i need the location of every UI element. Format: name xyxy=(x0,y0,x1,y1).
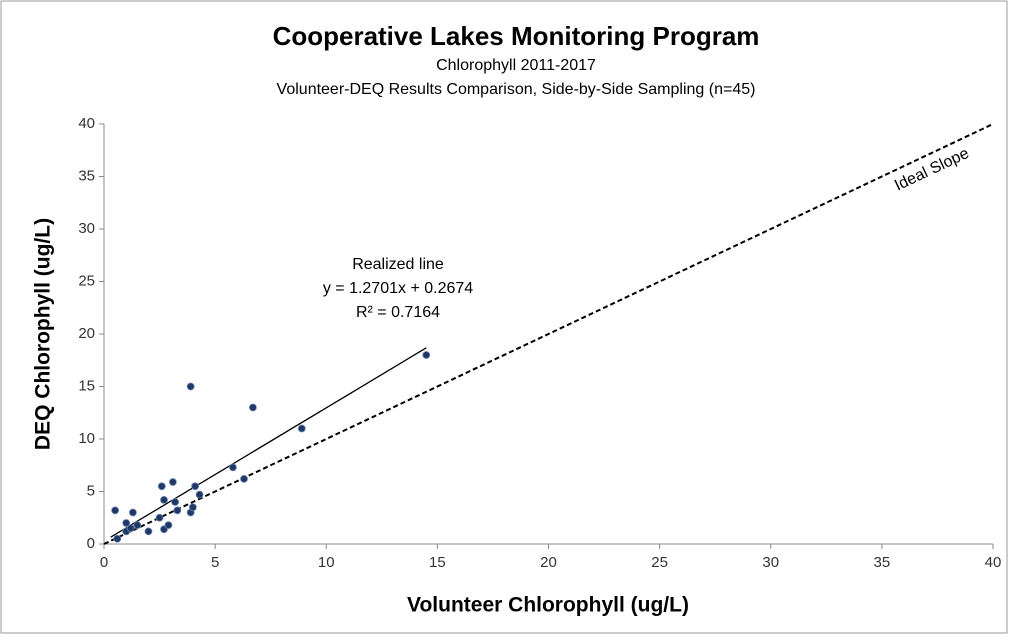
y-tick-label: 35 xyxy=(78,167,95,184)
point xyxy=(188,503,197,512)
x-axis-label: Volunteer Chlorophyll (ug/L) xyxy=(407,594,689,617)
point xyxy=(195,490,204,499)
y-axis-label: DEQ Chlorophyll (ug/L) xyxy=(32,218,55,450)
point xyxy=(113,534,122,543)
y-tick-label: 10 xyxy=(78,430,95,447)
point xyxy=(128,508,137,517)
annotation: R² = 0.7164 xyxy=(356,304,440,321)
chart-subtitle: Chlorophyll 2011-2017 xyxy=(436,57,596,74)
chart-title: Cooperative Lakes Monitoring Program xyxy=(273,21,760,51)
y-tick-label: 5 xyxy=(87,482,95,499)
x-tick-label: 25 xyxy=(651,554,668,571)
y-tick-label: 0 xyxy=(87,535,95,552)
x-tick-label: 10 xyxy=(318,554,335,571)
chart-subtitle: Volunteer-DEQ Results Comparison, Side-b… xyxy=(277,81,756,98)
point xyxy=(191,482,200,491)
trend-line xyxy=(103,123,994,545)
point xyxy=(155,513,164,522)
point xyxy=(160,495,168,504)
point xyxy=(144,527,153,536)
point xyxy=(122,519,131,527)
point xyxy=(422,351,431,359)
point xyxy=(133,521,142,529)
point xyxy=(171,498,180,506)
x-tick-label: 20 xyxy=(540,554,557,571)
x-tick-label: 35 xyxy=(874,554,891,571)
y-tick-label: 40 xyxy=(78,115,95,132)
point xyxy=(240,474,248,483)
x-tick-label: 30 xyxy=(762,554,779,571)
y-tick-label: 20 xyxy=(78,325,95,342)
point xyxy=(186,382,195,391)
trend-line xyxy=(110,347,427,538)
point xyxy=(173,506,182,515)
x-tick-label: 5 xyxy=(211,554,219,571)
point xyxy=(164,521,173,529)
point xyxy=(126,524,135,533)
point xyxy=(297,424,306,433)
x-tick-label: 0 xyxy=(100,554,108,571)
point xyxy=(249,403,257,412)
y-tick-label: 25 xyxy=(78,272,95,289)
x-tick-label: 15 xyxy=(429,554,446,571)
annotation: Realized line xyxy=(352,256,444,273)
point xyxy=(157,482,166,491)
x-tick-label: 40 xyxy=(985,554,1002,571)
y-tick-label: 15 xyxy=(78,377,95,394)
point xyxy=(111,506,120,515)
point xyxy=(168,478,177,486)
point xyxy=(229,463,237,472)
y-tick-label: 30 xyxy=(78,220,95,237)
annotation: y = 1.2701x + 0.2674 xyxy=(323,280,473,297)
